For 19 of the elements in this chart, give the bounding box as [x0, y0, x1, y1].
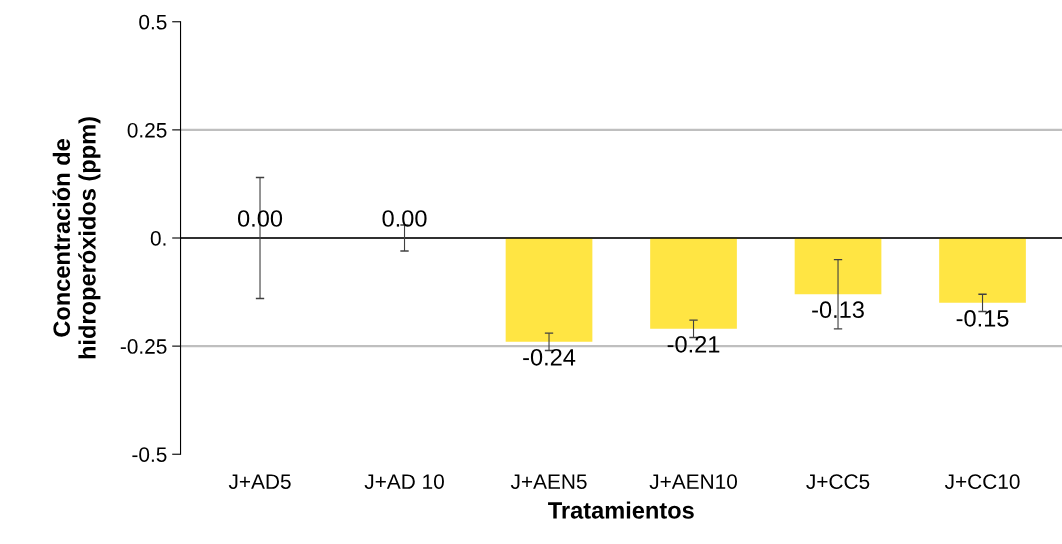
y-tick-label: 0.25 [127, 122, 167, 138]
x-tick-label: J+AD 10 [364, 474, 444, 489]
y-tick-label: 0. [150, 231, 166, 246]
y-axis-title: Concentración de hidroperóxidos (ppm) [52, 117, 101, 359]
x-tick-label: J+CC10 [944, 474, 1020, 489]
y-tick-label: -0.5 [132, 447, 167, 462]
data-label: -0.24 [523, 348, 576, 366]
x-tick-label: J+AD5 [228, 474, 291, 489]
x-axis-title: Tratamientos [548, 501, 694, 519]
y-tick-label: -0.25 [120, 339, 167, 354]
x-tick-label: J+AEN5 [510, 474, 587, 489]
data-label: -0.21 [667, 335, 720, 353]
data-label: -0.13 [812, 301, 864, 319]
x-tick-label: J+AEN10 [649, 474, 737, 489]
data-label: 0.00 [382, 210, 427, 227]
data-label: 0.00 [237, 210, 283, 227]
x-tick-label: J+CC5 [806, 474, 870, 489]
y-tick-label: 0.5 [139, 14, 167, 30]
data-label: -0.15 [956, 309, 1009, 327]
